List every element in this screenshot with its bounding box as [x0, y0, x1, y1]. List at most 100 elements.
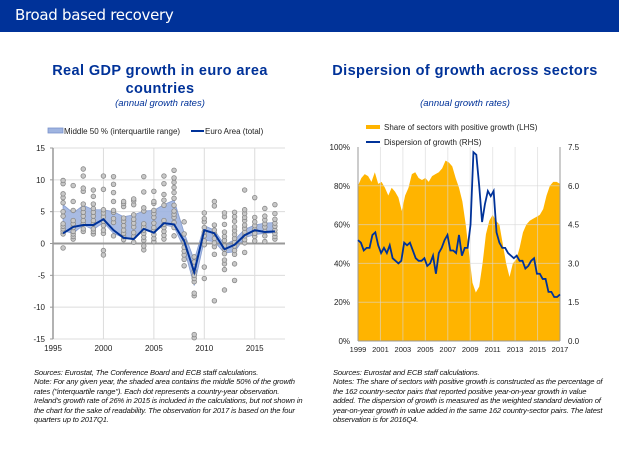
observation-dot	[151, 207, 157, 214]
observation-dot	[221, 266, 228, 273]
observation-dot	[171, 202, 177, 208]
x-tick-label: 2017	[552, 345, 569, 354]
right-sources: Sources: Eurostat and ECB staff calculat…	[333, 368, 480, 377]
observation-dot	[252, 238, 258, 244]
observation-dot	[221, 229, 228, 235]
observation-dot	[80, 166, 86, 172]
left-note: Note: For any given year, the shaded are…	[34, 377, 303, 425]
observation-dot	[201, 215, 208, 222]
observation-dot	[161, 191, 167, 198]
y-right-tick-label: 6.0	[568, 182, 580, 191]
observation-dot	[272, 216, 278, 223]
observation-dot	[262, 233, 268, 239]
observation-dot	[110, 181, 117, 187]
y-tick-label: 10	[36, 176, 45, 185]
share-positive-area	[358, 160, 560, 341]
observation-dot	[60, 245, 66, 251]
observation-dot	[130, 196, 137, 202]
page-title: Broad based recovery	[15, 6, 174, 24]
observation-dot	[252, 194, 258, 201]
left-sources: Sources: Eurostat, The Conference Board …	[34, 368, 259, 377]
observation-dot	[70, 198, 76, 205]
observation-dot	[141, 189, 147, 195]
header-banner: Broad based recovery	[0, 0, 619, 32]
observation-dot	[241, 222, 248, 228]
observation-dot	[110, 198, 117, 205]
observation-dot	[211, 298, 218, 304]
y-left-tick-label: 100%	[330, 143, 350, 152]
x-tick-label: 1995	[44, 344, 62, 353]
observation-dot	[120, 215, 127, 221]
euro-area-line	[62, 218, 275, 276]
observation-dot	[161, 197, 167, 203]
observation-dot	[110, 233, 117, 239]
observation-dot	[221, 221, 228, 228]
y-left-tick-label: 40%	[334, 259, 350, 268]
x-tick-label: 2015	[246, 344, 264, 353]
x-tick-label: 2000	[95, 344, 113, 353]
observation-dot	[151, 198, 157, 205]
observation-dot	[231, 277, 238, 284]
observation-dot	[241, 207, 248, 213]
observation-dot	[181, 256, 187, 263]
observation-dot	[110, 173, 117, 180]
observation-dot	[60, 191, 66, 197]
observation-dot	[231, 218, 238, 224]
legend-area-label: Share of sectors with positive growth (L…	[384, 123, 538, 132]
y-right-tick-label: 4.5	[568, 221, 580, 230]
y-left-tick-label: 20%	[334, 298, 350, 307]
observation-dot	[171, 179, 177, 186]
observation-dot	[60, 208, 66, 215]
x-tick-label: 2003	[395, 345, 412, 354]
observation-dot	[120, 227, 127, 233]
observation-dot	[262, 238, 268, 245]
observation-dot	[120, 198, 127, 205]
x-tick-label: 2005	[417, 345, 434, 354]
observation-dot	[231, 224, 238, 230]
observation-dot	[211, 227, 218, 233]
observation-dot	[231, 247, 238, 254]
observation-dot	[110, 189, 117, 196]
observation-dot	[272, 201, 278, 208]
y-right-tick-label: 3.0	[568, 259, 580, 268]
observation-dot	[110, 207, 117, 214]
observation-dot	[80, 201, 86, 207]
x-tick-label: 2010	[195, 344, 213, 353]
observation-dot	[211, 203, 218, 209]
left-footnote: Sources: Eurostat, The Conference Board …	[34, 368, 304, 424]
observation-dot	[161, 173, 167, 179]
observation-dot	[120, 222, 127, 229]
observation-dot	[201, 264, 208, 270]
observation-dot	[221, 233, 228, 240]
observation-dot	[171, 195, 177, 201]
observation-dot	[151, 220, 157, 226]
observation-dot	[60, 221, 66, 227]
legend-band-swatch	[47, 127, 64, 134]
observation-dot	[130, 239, 137, 245]
observation-dot	[181, 219, 187, 225]
observation-dot	[252, 219, 258, 225]
observation-dot	[100, 222, 107, 229]
legend-line-label: Euro Area (total)	[205, 127, 264, 136]
observation-dot	[151, 224, 157, 231]
right-chart: Share of sectors with positive growth (L…	[330, 123, 580, 354]
observation-dot	[130, 212, 137, 218]
observation-dot	[130, 229, 137, 236]
observation-dot	[130, 216, 137, 223]
observation-dot	[100, 186, 107, 193]
observation-dot	[171, 208, 177, 214]
x-tick-label: 2011	[485, 345, 501, 354]
observation-dot	[211, 251, 218, 258]
x-tick-label: 1999	[350, 345, 367, 354]
y-tick-label: 5	[41, 208, 46, 217]
observation-dot	[80, 173, 86, 179]
dispersion-line	[357, 150, 561, 298]
observation-dot	[110, 215, 117, 222]
observation-dot	[161, 180, 167, 187]
right-note: Notes: The share of sectors with positiv…	[333, 377, 603, 425]
legend-band-label: Middle 50 % (interquartile range)	[64, 127, 180, 136]
y-tick-label: -10	[33, 303, 45, 312]
observation-dot	[141, 221, 147, 227]
observation-dot	[151, 188, 157, 194]
observation-dot	[171, 233, 177, 239]
